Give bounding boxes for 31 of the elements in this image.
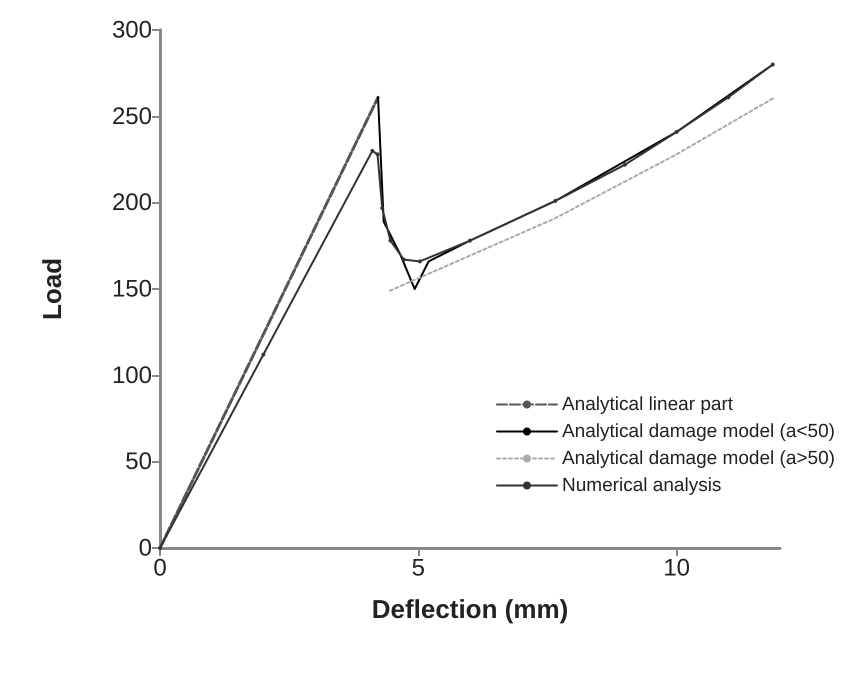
y-tick-label: 50 (125, 448, 152, 476)
y-tick-label: 250 (112, 102, 152, 130)
point (402, 258, 406, 262)
y-tick-label: 100 (112, 362, 152, 389)
point (261, 352, 266, 357)
point (370, 148, 374, 153)
legend-label: Analytical damage model (a<50) (562, 421, 835, 442)
y-tick-label: 300 (112, 16, 152, 44)
point (770, 62, 775, 67)
legend-label: Analytical linear part (562, 394, 734, 415)
x-axis-title: Deflection (mm) (372, 594, 568, 624)
x-tick-label: 10 (663, 554, 690, 582)
x-tick-label: 5 (412, 554, 426, 582)
line-series (158, 62, 775, 550)
y-axis-title: Load (37, 258, 67, 320)
y-tick-label: 0 (138, 534, 152, 562)
y-tick-label: 200 (112, 189, 152, 216)
point (376, 152, 380, 156)
point (380, 206, 384, 210)
point (468, 238, 472, 243)
line-series (388, 96, 776, 292)
point (726, 95, 730, 100)
point (418, 259, 422, 264)
legend-label: Analytical damage model (a>50) (562, 448, 835, 469)
point (158, 546, 162, 550)
point (388, 238, 392, 243)
y-tick-label: 150 (112, 276, 152, 302)
point (674, 130, 679, 134)
legend-label: Numerical analysis (562, 475, 722, 496)
point (623, 162, 627, 167)
point (553, 198, 558, 203)
